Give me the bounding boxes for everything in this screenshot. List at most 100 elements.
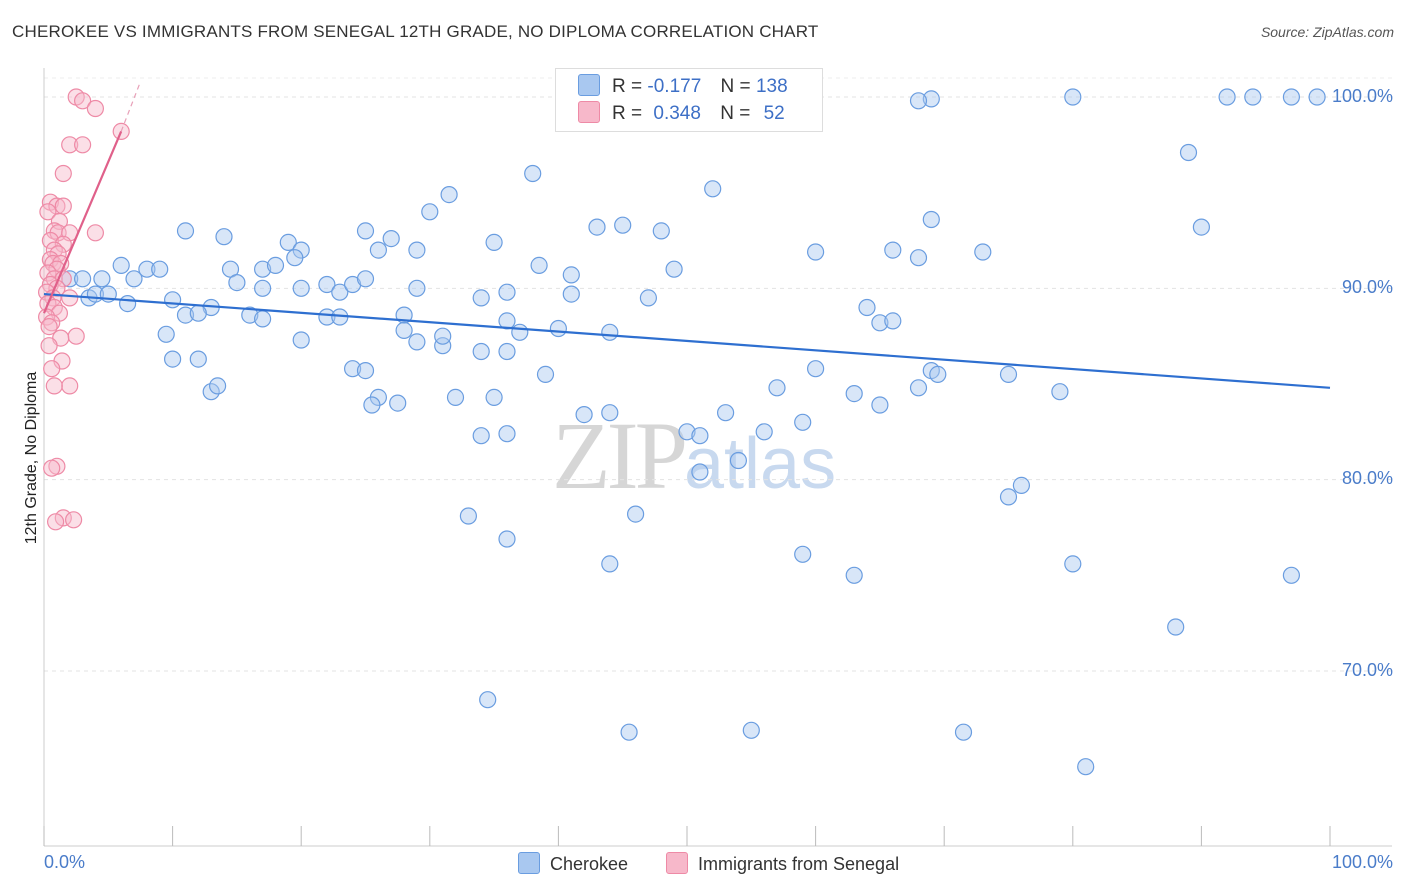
senegal-point [61,136,79,154]
legend-n-label: N = [720,103,751,124]
cherokee-point [652,222,670,240]
y-tick-70: 70.0% [1341,660,1393,680]
cherokee-point [485,388,503,406]
cherokee-point [279,233,297,251]
cherokee-point [639,289,658,307]
cherokee-point [440,186,458,204]
cherokee-point [176,222,195,240]
cherokee-point [472,427,490,445]
cherokee-point [1179,143,1198,162]
cherokee-point [768,379,786,397]
cherokee-point [999,488,1018,506]
watermark-zip: ZIP [552,402,688,509]
cherokee-point [472,342,490,361]
cherokee-point [356,362,375,380]
cherokee-point [601,404,619,422]
cherokee-point [601,555,619,573]
cherokee-point [395,321,413,339]
cherokee-point [408,279,426,297]
cherokee-point [286,249,304,267]
cherokee-point [530,256,548,274]
cherokee-point [524,164,542,183]
cherokee-point [704,180,722,198]
cherokee-point [1282,88,1301,106]
senegal-point [39,203,57,221]
cherokee-point [125,270,143,288]
watermark-atlas: atlas [684,424,837,504]
cherokee-point [871,314,889,332]
cherokee-point [356,222,375,240]
cherokee-point [716,404,735,422]
cherokee-point [112,256,130,274]
cherokee-point [446,388,465,406]
senegal-point [45,377,63,395]
legend-box: R = -0.177 N = 138 R = 0.348 N = 52 [555,68,823,132]
cherokee-point [1077,758,1095,776]
cherokee-point [479,691,497,709]
cherokee-point [575,406,593,424]
cherokee-point [485,233,503,251]
cherokee-point [678,423,696,441]
watermark: ZIPatlas [552,400,836,511]
senegal-point [40,318,58,336]
legend-n-value: 52 [763,103,785,124]
bottom-legend-label-cherokee: Cherokee [550,854,629,874]
cherokee-point [691,463,709,481]
cherokee-point [620,723,638,741]
cherokee-point [626,505,645,523]
cherokee-point [331,283,349,301]
cherokee-point [356,270,375,288]
cherokee-point [498,342,516,361]
cherokee-point [974,243,992,261]
cherokee-point [794,545,812,563]
cherokee-point [845,385,863,403]
cherokee-point [215,228,233,246]
cherokee-point [434,337,452,355]
cherokee-point [691,427,709,445]
senegal-point [41,231,60,250]
cherokee-point [562,266,580,284]
cherokee-point [999,365,1018,383]
cherokee-point [498,283,516,301]
x-tick-100: 100.0% [1331,852,1393,872]
bottom-legend-swatch-cherokee [518,852,540,874]
bottom-legend-cherokee: Cherokee [518,852,628,875]
cherokee-point [363,396,381,414]
cherokee-point [549,319,568,338]
cherokee-point [1218,88,1236,106]
y-tick-90: 90.0% [1341,277,1393,297]
cherokee-point [157,325,175,343]
cherokee-point [344,360,362,378]
cherokee-point [536,365,555,383]
cherokee-point [755,423,773,441]
cherokee-point [434,327,452,345]
chart-title: CHEROKEE VS IMMIGRANTS FROM SENEGAL 12TH… [12,22,819,41]
cherokee-point [1244,88,1262,106]
cherokee-point [254,279,272,297]
cherokee-point [164,291,182,309]
cherokee-point [228,274,246,292]
cherokee-point [266,256,285,274]
cherokee-point [845,566,863,584]
cherokee-point [369,241,387,259]
cherokee-point [1282,566,1301,584]
senegal-point [54,197,72,215]
senegal-trend-line [42,131,123,314]
cherokee-point [408,333,426,351]
cherokee-point [498,425,516,443]
cherokee-point [929,365,947,383]
bottom-legend-label-senegal: Immigrants from Senegal [698,854,900,874]
senegal-point [43,459,61,477]
cherokee-point [665,260,683,278]
cherokee-point [729,451,748,470]
senegal-point [43,360,61,378]
legend-r-value: 0.348 [653,103,701,124]
cherokee-point [1308,88,1326,106]
cherokee-point [138,260,156,278]
cherokee-point [254,310,272,328]
senegal-point [64,511,83,529]
cherokee-point [871,396,889,414]
cherokee-point [909,92,928,110]
cherokee-point [241,306,259,324]
